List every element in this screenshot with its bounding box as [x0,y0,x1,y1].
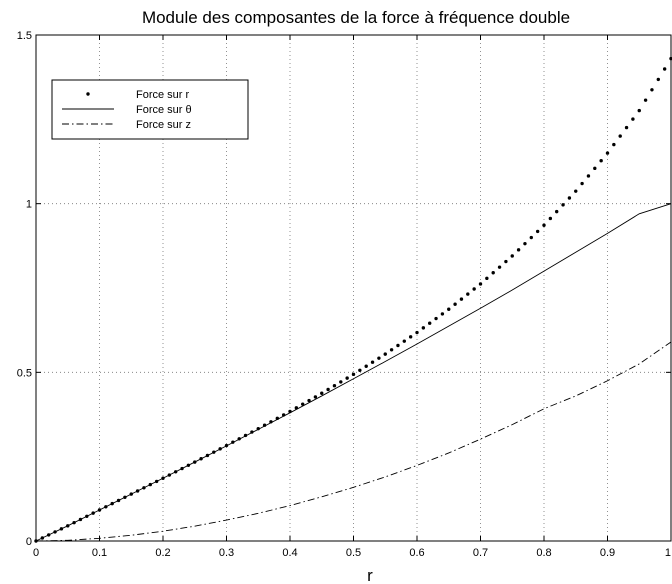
legend-label-1: Force sur θ [136,104,192,116]
x-tick-label-8: 0.8 [536,547,551,559]
x-tick-label-0: 0 [33,547,39,559]
series-0-point [485,276,489,281]
series-0-point [434,316,438,321]
series-0-point [593,166,597,171]
x-tick-label-7: 0.7 [473,547,488,559]
series-0-point [669,56,672,61]
series-0-point [548,216,553,221]
x-tick-label-9: 0.9 [600,547,615,559]
series-0-point [618,134,622,138]
x-tick-label-1: 0.1 [92,547,107,559]
series-0-point [307,398,311,403]
series-0-point [351,372,356,377]
series-0-point [472,287,476,291]
legend-label-2: Force sur z [136,119,191,131]
series-0-point [389,348,394,352]
x-tick-label-10: 1 [665,547,671,559]
series-0-point [421,326,426,330]
series-0-point [396,343,400,348]
series-0-point [332,383,337,388]
series-0-point [358,368,362,373]
series-0-point [408,335,413,339]
x-tick-label-2: 0.2 [155,547,170,559]
series-0-point [523,241,527,246]
x-axis-label: r [367,566,373,584]
series-0-point [631,117,635,121]
series-0-point [364,364,368,368]
legend-marker-0 [86,92,90,96]
x-tick-label-4: 0.4 [282,547,297,559]
series-line-2 [35,341,672,542]
series-0-point [383,352,387,356]
series-0-point [504,259,508,264]
legend-label-0: Force sur r [136,89,190,101]
series-0-point [574,189,578,193]
series-0-point [339,380,343,384]
x-tick-label-3: 0.3 [219,547,234,559]
legend: Force sur r Force sur θ Force sur z [51,79,249,140]
series-0-point [624,125,629,130]
series-0-point [326,387,330,392]
y-tick-label-3: 1.5 [17,30,32,42]
series-0-point [377,356,381,360]
series-0-point [453,302,457,306]
series-0-point [370,360,375,364]
series-0-point [415,330,419,335]
series-0-point [402,339,406,343]
series-line-1 [35,203,672,542]
series-0-point [656,77,660,82]
series-0-point [301,402,305,406]
y-tick-label-2: 1 [26,199,32,211]
series-0-point [478,282,483,286]
chart-title: Module des composantes de la force à fré… [142,8,570,27]
series-0-point [535,229,540,234]
series-0-point [510,254,514,258]
series-0-point [516,248,521,252]
series-0-point [447,307,451,311]
series-0-point [466,292,470,296]
axis-ticks: 0 0.1 0.2 0.3 0.4 0.5 0.6 0.7 0.8 0.9 1 0 0.5 1 1.5 [17,30,672,559]
series-0-point [605,151,610,155]
series-0-point [637,108,641,113]
series-0-point [561,203,565,207]
legend-box [51,79,249,140]
series-0-point [440,312,445,316]
series-0-point [643,98,648,102]
series-0-point [650,88,654,92]
series-0-point [662,67,667,71]
series-0-point [345,376,349,380]
series-0-point [529,235,533,240]
series-0-point [320,391,324,395]
x-tick-label-6: 0.6 [409,547,424,559]
series-0-point [459,297,464,301]
series-0-point [497,265,502,269]
series-0-point [580,181,584,186]
y-tick-label-0: 0 [26,536,32,548]
x-tick-label-5: 0.5 [346,547,361,559]
series-0-point [491,271,495,275]
series-0-point [313,395,318,399]
y-tick-label-1: 0.5 [17,367,32,379]
series-0-point [586,174,591,178]
series-0-point [567,196,572,200]
series-0-point [555,209,559,214]
series-0-point [599,158,603,163]
series-0-point [612,142,616,147]
series-0-point [542,223,546,227]
series-0-point [428,321,432,325]
